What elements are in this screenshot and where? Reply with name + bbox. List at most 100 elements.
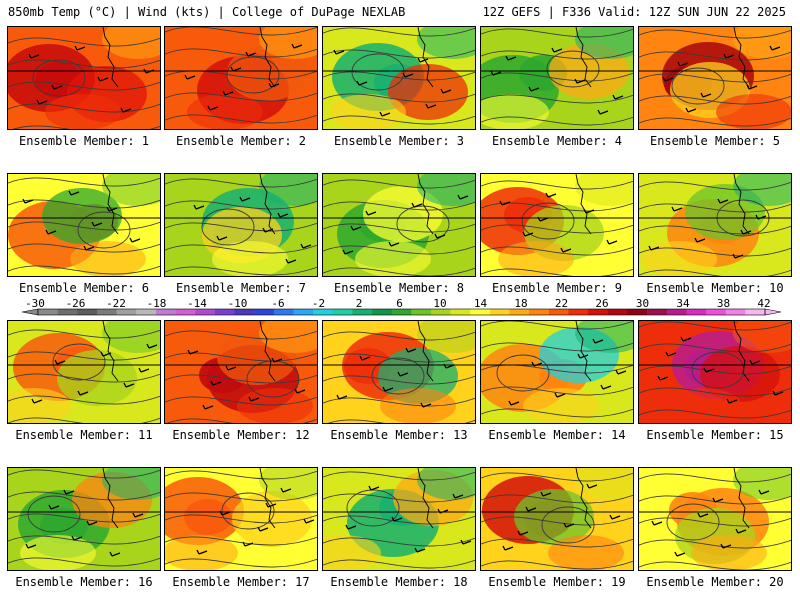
wind-barb <box>452 493 464 499</box>
height-contour-line <box>323 71 475 81</box>
height-contour-line <box>8 81 160 91</box>
wind-barb <box>499 200 511 206</box>
height-contour-line <box>639 387 791 397</box>
wind-barb <box>22 198 34 204</box>
wind-barb <box>336 394 348 400</box>
temperature-field <box>165 321 317 423</box>
wind-barb <box>726 398 738 404</box>
wind-barb <box>411 202 423 208</box>
coastline <box>417 174 434 235</box>
height-contour-line <box>165 558 317 568</box>
colorbar-swatch <box>607 309 628 315</box>
wind-barb <box>303 518 315 524</box>
wind-barb <box>184 74 196 80</box>
height-contour-line <box>8 351 160 361</box>
temperature-anomaly-blob <box>417 321 475 353</box>
height-contour-line <box>481 72 633 82</box>
temperature-anomaly-blob <box>575 27 633 59</box>
height-contour-line <box>323 115 475 125</box>
height-contour-ring <box>201 208 255 246</box>
wind-barb <box>356 80 368 86</box>
height-contour-line <box>639 269 791 276</box>
wind-barb <box>196 549 208 555</box>
height-contour-line <box>8 103 160 113</box>
height-contour-line <box>12 125 160 129</box>
ensemble-map-panel <box>164 26 318 130</box>
wind-barb <box>277 212 289 218</box>
ensemble-map-panel <box>322 173 476 277</box>
ensemble-member-label: Ensemble Member: 18 <box>330 575 468 589</box>
wind-barb <box>71 535 83 541</box>
height-contour-line <box>165 352 317 362</box>
temperature-anomaly-blob <box>641 241 717 276</box>
ensemble-map-panel <box>638 26 792 130</box>
colorbar-swatch <box>470 309 491 315</box>
height-contour-line <box>481 202 633 212</box>
wind-barb <box>106 206 118 212</box>
height-contour-line <box>8 37 160 47</box>
colorbar-tick-label: 18 <box>514 297 527 310</box>
colorbar-swatch <box>293 309 314 315</box>
temperature-anomaly-blob <box>184 499 232 535</box>
header-valid-time: 12Z GEFS | F336 Valid: 12Z SUN JUN 22 20… <box>482 5 786 19</box>
wind-barb <box>54 359 66 365</box>
wind-barb <box>755 214 767 220</box>
temperature-field <box>481 468 633 570</box>
wind-barb <box>402 72 414 78</box>
height-contour-line <box>639 495 791 505</box>
temperature-anomaly-blob <box>57 350 137 406</box>
wind-barb <box>671 206 683 212</box>
wind-barb <box>74 45 86 51</box>
temperature-anomaly-blob <box>102 174 160 206</box>
wind-barb <box>225 365 237 371</box>
wind-barb <box>365 210 377 216</box>
ensemble-map-panel <box>480 320 634 424</box>
wind-barb <box>248 396 260 402</box>
wind-barb <box>665 351 677 357</box>
height-contour-line <box>8 329 160 339</box>
height-contour-ring <box>671 67 725 105</box>
wind-barb <box>146 343 158 349</box>
temperature-anomaly-blob <box>45 94 121 129</box>
wind-barb <box>700 92 712 98</box>
wind-barb <box>193 204 205 210</box>
coastline <box>417 468 434 529</box>
height-contour-line <box>481 246 633 256</box>
height-contour-ring <box>77 211 131 249</box>
wind-barb <box>271 357 283 363</box>
height-contour-ring <box>27 495 81 533</box>
wind-barb <box>219 510 231 516</box>
wind-barb <box>239 196 251 202</box>
coastline <box>733 174 750 235</box>
wind-barb <box>505 55 517 61</box>
temperature-anomaly-blob <box>40 508 88 544</box>
temperature-anomaly-blob <box>237 388 313 423</box>
coastline <box>733 27 750 88</box>
height-contour-line <box>481 538 633 548</box>
temperature-field <box>8 321 160 423</box>
wind-barb <box>703 367 715 373</box>
wind-barb <box>540 491 552 497</box>
wind-barb <box>583 208 595 214</box>
wind-barb <box>342 249 354 255</box>
height-contour-line <box>481 342 633 352</box>
temperature-anomaly-blob <box>363 186 443 242</box>
wind-barb <box>648 245 660 251</box>
wind-barb <box>345 524 357 530</box>
temperature-anomaly-blob <box>733 468 791 500</box>
wind-barb <box>685 107 697 113</box>
ensemble-map-panel <box>322 320 476 424</box>
ensemble-map-panel <box>322 467 476 571</box>
wind-barb <box>517 530 529 536</box>
wind-barb <box>440 88 452 94</box>
wind-barb <box>368 485 380 491</box>
colorbar-tick-label: -30 <box>25 297 45 310</box>
height-contour-line <box>481 116 633 126</box>
wind-barb <box>508 400 520 406</box>
ensemble-map-panel <box>638 173 792 277</box>
ensemble-member-label: Ensemble Member: 6 <box>18 281 150 295</box>
height-contour-line <box>639 29 791 39</box>
wind-barb <box>83 245 95 251</box>
colorbar-swatch <box>568 309 589 315</box>
colorbar-swatch <box>509 309 530 315</box>
